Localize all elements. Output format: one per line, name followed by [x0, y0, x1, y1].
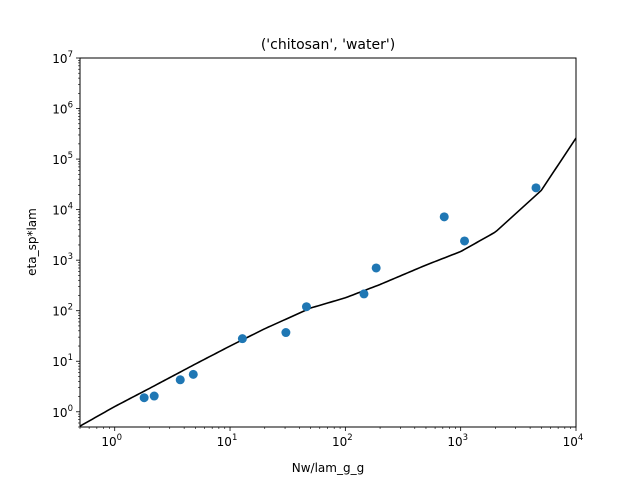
y-tick-label: 107: [52, 50, 73, 66]
y-tick-label: 105: [52, 151, 73, 167]
data-point: [149, 391, 159, 401]
plot-frame: [79, 57, 577, 428]
x-tick-label: 100: [101, 433, 122, 449]
x-axis: 100 101 102 103 104: [79, 427, 584, 449]
y-tick-label: 102: [52, 303, 73, 319]
y-axis: 100 101 102 103 104 105 106 107: [52, 50, 80, 428]
x-tick-label: 103: [447, 433, 468, 449]
y-tick-label: 100: [52, 404, 73, 420]
chart-title: ('chitosan', 'water'): [261, 37, 395, 53]
data-point: [175, 375, 185, 385]
data-point: [531, 183, 541, 193]
x-tick-label: 104: [563, 433, 584, 449]
data-point: [237, 334, 247, 344]
data-point: [281, 328, 291, 338]
data-point: [139, 393, 149, 403]
data-point: [439, 212, 449, 222]
y-axis-label: eta_sp*lam: [25, 208, 39, 276]
y-tick-label: 101: [52, 353, 73, 369]
y-tick-label: 103: [52, 252, 73, 268]
data-point: [359, 289, 369, 299]
y-tick-label: 104: [52, 202, 73, 218]
plot-area: [80, 137, 576, 427]
x-tick-label: 102: [332, 433, 353, 449]
data-point: [301, 302, 311, 312]
fit-curve: [80, 137, 576, 427]
y-tick-label: 106: [52, 101, 73, 117]
data-point: [188, 369, 198, 379]
x-tick-label: 101: [217, 433, 238, 449]
x-axis-label: Nw/lam_g_g: [292, 461, 364, 475]
data-point: [371, 263, 381, 273]
data-point: [460, 236, 470, 246]
